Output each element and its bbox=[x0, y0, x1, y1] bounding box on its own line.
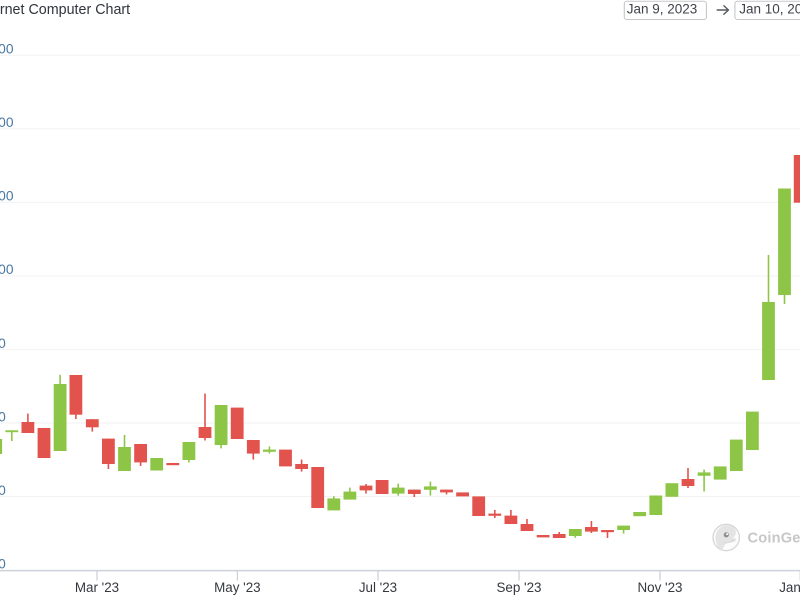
svg-text:Sep '23: Sep '23 bbox=[497, 580, 542, 595]
svg-text:Jan 10, 2024: Jan 10, 2024 bbox=[739, 2, 800, 17]
svg-text:Mar '23: Mar '23 bbox=[75, 580, 119, 595]
svg-text:16.00: 16.00 bbox=[0, 42, 14, 57]
svg-text:14.00: 14.00 bbox=[0, 115, 14, 130]
svg-text:CoinGecko: CoinGecko bbox=[748, 531, 800, 547]
svg-text:6.00: 6.00 bbox=[0, 409, 6, 424]
svg-text:Nov '23: Nov '23 bbox=[638, 580, 683, 595]
svg-text:Internet Computer Chart: Internet Computer Chart bbox=[0, 2, 130, 18]
svg-text:4.00: 4.00 bbox=[0, 483, 6, 498]
svg-text:Jan 9, 2023: Jan 9, 2023 bbox=[627, 2, 698, 17]
svg-text:10.00: 10.00 bbox=[0, 262, 14, 277]
svg-text:Jul '23: Jul '23 bbox=[359, 580, 397, 595]
svg-text:2.00: 2.00 bbox=[0, 557, 6, 572]
svg-text:May '23: May '23 bbox=[214, 580, 260, 595]
svg-text:8.00: 8.00 bbox=[0, 336, 6, 351]
svg-text:Jan '24: Jan '24 bbox=[779, 580, 800, 595]
svg-text:12.00: 12.00 bbox=[0, 189, 14, 204]
